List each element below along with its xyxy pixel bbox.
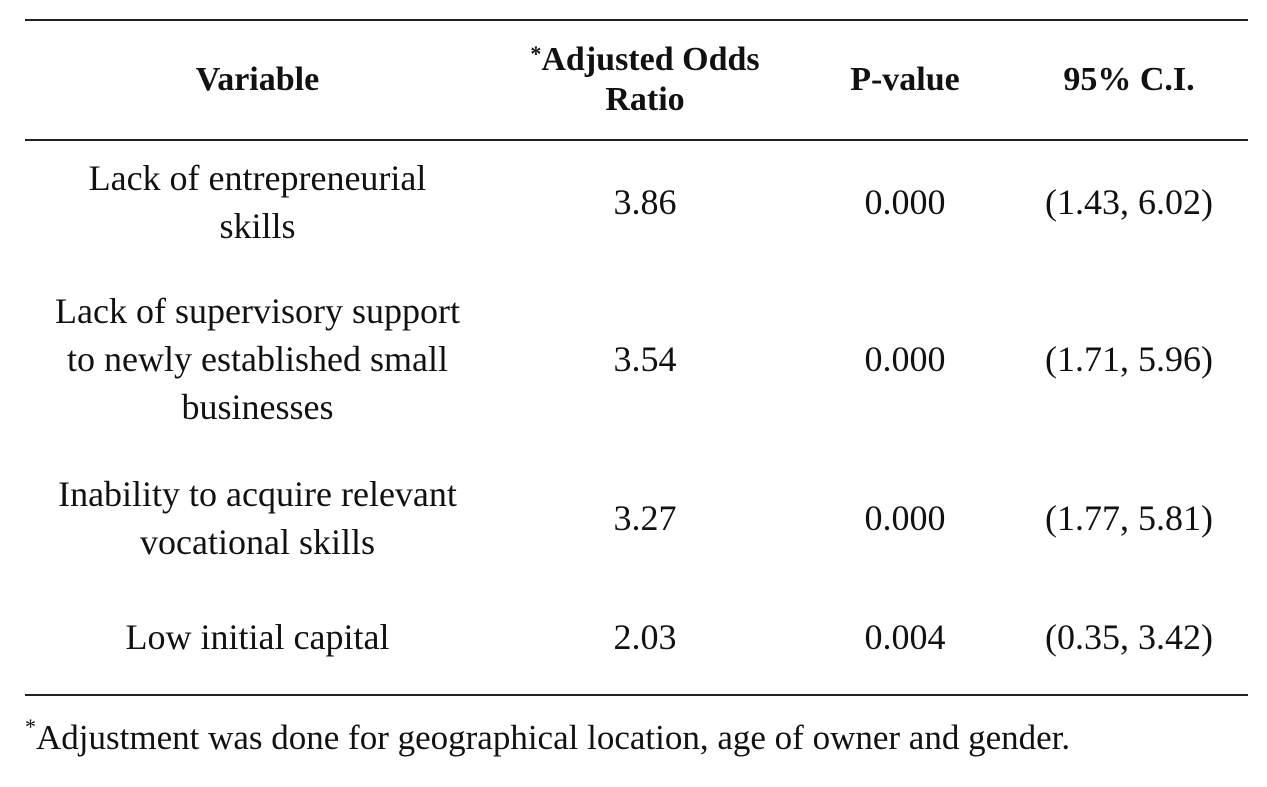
- footnote-mark: *: [25, 714, 36, 739]
- value-cell: 3.27: [613, 497, 677, 538]
- column-header: *Adjusted Odds Ratio: [490, 20, 800, 140]
- value-cell: (1.77, 5.81): [1045, 497, 1213, 538]
- value-cell: (1.43, 6.02): [1045, 181, 1213, 222]
- value-cell: 2.03: [613, 617, 677, 657]
- footnote-text: Adjustment was done for geographical loc…: [36, 718, 1071, 757]
- header-label: Adjusted Odds Ratio: [541, 41, 760, 118]
- value-cell: 0.000: [864, 181, 946, 222]
- header-label: Variable: [195, 61, 320, 98]
- header-row: Variable *Adjusted Odds Ratio P-value 95% C…: [25, 20, 1248, 140]
- footnote: *Adjustment was done for geographical lo…: [25, 714, 1071, 758]
- table-body: Lack of entrepreneurial skills 3.86 0.000 (…: [25, 140, 1248, 695]
- table-wrapper: Variable *Adjusted Odds Ratio P-value 95% C…: [25, 19, 1248, 696]
- table-header: Variable *Adjusted Odds Ratio P-value 95% C…: [25, 20, 1248, 140]
- variable-cell: Lack of supervisory support to newly est…: [55, 290, 460, 427]
- header-label: 95% C.I.: [1063, 61, 1195, 98]
- value-cell: 3.54: [613, 338, 677, 379]
- table-row: Lack of entrepreneurial skills 3.86 0.000 (…: [25, 140, 1248, 262]
- table-row: Inability to acquire relevant vocational…: [25, 455, 1248, 580]
- value-cell: 0.000: [864, 338, 946, 379]
- odds-table: Variable *Adjusted Odds Ratio P-value 95% C…: [25, 19, 1248, 696]
- column-header: Variable: [25, 20, 490, 140]
- table-row: Lack of supervisory support to newly est…: [25, 262, 1248, 455]
- header-mark: *: [530, 41, 542, 66]
- variable-cell: Inability to acquire relevant vocational…: [58, 473, 457, 562]
- value-cell: (0.35, 3.42): [1045, 617, 1213, 657]
- header-label: P-value: [850, 61, 960, 98]
- value-cell: 3.86: [613, 181, 677, 222]
- table-row: Low initial capital 2.03 0.004 (0.35, 3.42): [25, 580, 1248, 695]
- variable-cell: Low initial capital: [125, 617, 390, 657]
- variable-cell: Lack of entrepreneurial skills: [88, 157, 427, 246]
- value-cell: 0.000: [864, 497, 946, 538]
- value-cell: 0.004: [864, 617, 946, 657]
- column-header: P-value: [800, 20, 1010, 140]
- column-header: 95% C.I.: [1010, 20, 1248, 140]
- value-cell: (1.71, 5.96): [1045, 338, 1213, 379]
